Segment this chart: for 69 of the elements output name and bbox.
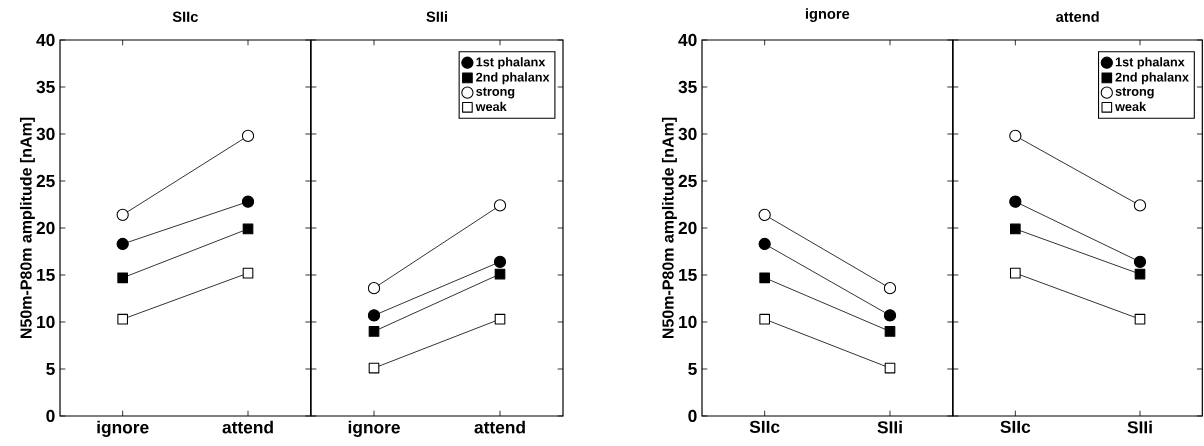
y-tick-label: 25	[36, 174, 55, 188]
y-tick-label: 20	[678, 221, 697, 235]
point	[1134, 313, 1146, 325]
y-tick-label: 40	[678, 33, 697, 47]
point	[242, 267, 254, 279]
y-tick-label: 0	[46, 409, 55, 423]
x-tick-label: SIIc	[749, 420, 780, 433]
legend-label: strong	[1115, 87, 1154, 99]
point	[1133, 255, 1147, 268]
point	[1009, 223, 1021, 235]
y-tick-label: 40	[36, 33, 55, 47]
y-axis-title: N50m-P80m amplitude [nAm]	[19, 117, 35, 339]
y-tick-label: 15	[679, 268, 697, 282]
x-tick-label: SIIi	[877, 420, 902, 434]
y-tick-label: 5	[688, 362, 697, 376]
point	[116, 237, 129, 251]
chart-title: attend	[1056, 11, 1099, 22]
x-tick-label: SIIi	[1127, 420, 1152, 434]
x-tick-label: attend	[474, 420, 525, 434]
y-tick-label: 20	[36, 221, 55, 235]
point	[758, 237, 771, 251]
point	[493, 199, 507, 212]
chart-title: SIIi	[426, 11, 447, 22]
point	[116, 208, 129, 221]
y-tick-label: 30	[678, 127, 697, 141]
point	[241, 129, 255, 143]
point	[241, 195, 255, 208]
y-tick-label: 15	[37, 268, 55, 282]
chart-title: SIIc	[172, 11, 198, 22]
x-tick-label: ignore	[348, 420, 400, 437]
legend-label: strong	[476, 87, 515, 99]
point	[367, 309, 381, 322]
point	[884, 326, 896, 337]
x-tick-label: attend	[222, 420, 273, 434]
point	[117, 272, 129, 284]
point	[1134, 268, 1146, 280]
point	[494, 313, 506, 325]
point	[493, 255, 507, 268]
point	[242, 223, 254, 235]
y-tick-label: 35	[678, 80, 697, 94]
point	[1133, 199, 1147, 212]
x-tick-label: ignore	[97, 420, 149, 437]
x-tick-label: SIIc	[1000, 420, 1031, 433]
point	[368, 326, 380, 337]
point	[758, 208, 771, 221]
y-tick-label: 10	[679, 315, 697, 329]
point	[759, 313, 771, 325]
legend-label: 1st phalanx	[1115, 57, 1185, 69]
point	[367, 282, 381, 295]
y-tick-label: 10	[37, 315, 55, 329]
chart-title: ignore	[805, 8, 850, 22]
point	[1009, 195, 1022, 208]
legend-label: 2nd phalanx	[1115, 72, 1189, 85]
point	[759, 272, 771, 284]
legend-label: weak	[1115, 101, 1147, 112]
y-tick-label: 0	[688, 409, 697, 423]
point	[117, 313, 129, 325]
point	[883, 282, 897, 295]
point	[1009, 267, 1021, 279]
y-tick-label: 5	[46, 362, 55, 376]
point	[883, 309, 897, 322]
y-tick-label: 25	[678, 174, 697, 188]
y-axis-title: N50m-P80m amplitude [nAm]	[661, 117, 677, 339]
y-tick-label: 35	[36, 80, 55, 94]
y-tick-label: 30	[36, 127, 55, 141]
point	[1009, 129, 1022, 143]
legend-label: 2nd phalanx	[476, 72, 550, 85]
legend-label: weak	[475, 101, 507, 112]
legend-label: 1st phalanx	[476, 57, 546, 69]
